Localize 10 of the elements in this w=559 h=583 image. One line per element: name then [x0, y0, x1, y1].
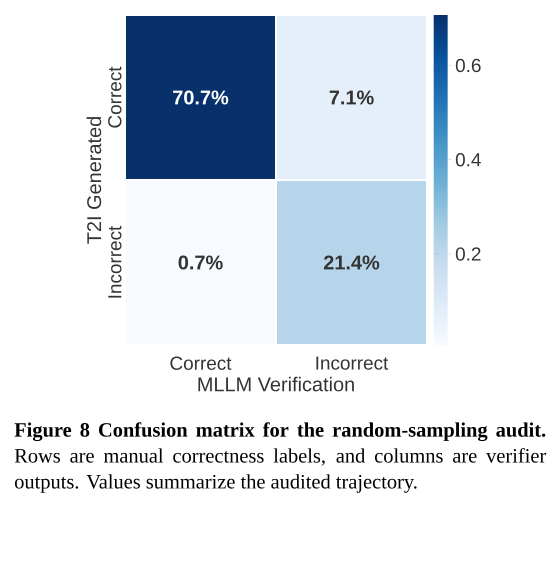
y-axis-title: T2I Generated — [86, 117, 102, 244]
data-label: 0.7% — [178, 255, 223, 270]
x-axis-title: MLLM Verification — [198, 376, 354, 392]
color-bar-label: 0.4 — [456, 153, 481, 166]
color-bar-label: 0.6 — [456, 58, 481, 72]
data-label: 70.7% — [173, 90, 228, 105]
text: Figure 8 Confusion matrix for the random-sampling audit. Rows are manual correctness labels, and columns are verifier outputs. Values summarize the audited trajectory. — [14, 422, 546, 493]
data-label: 21.4% — [324, 255, 380, 270]
data-label: 7.1% — [330, 90, 374, 105]
color-bar-label: 0.2 — [456, 247, 480, 261]
